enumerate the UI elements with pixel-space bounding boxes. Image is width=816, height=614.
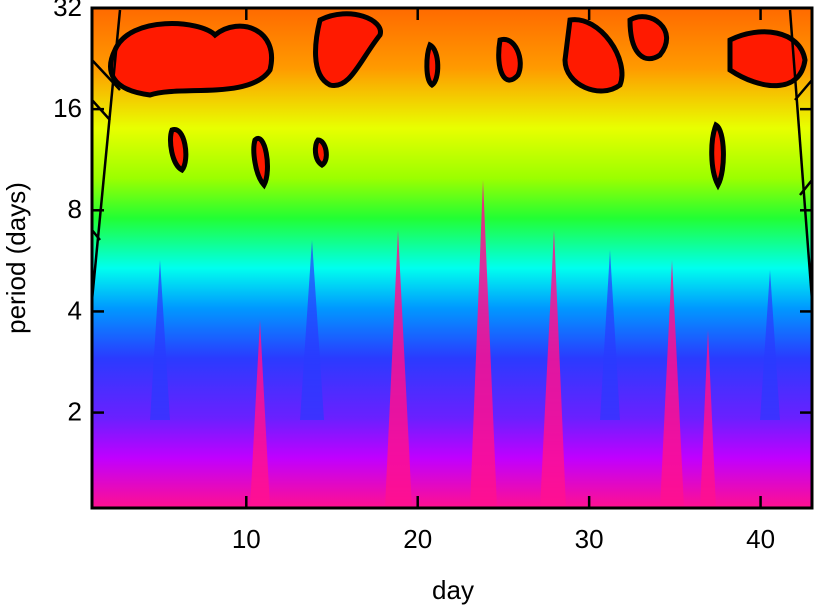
x-axis-label: day <box>432 575 474 605</box>
y-tick-label: 32 <box>53 0 82 22</box>
x-tick-label: 10 <box>232 524 261 554</box>
y-tick-label: 8 <box>68 194 82 224</box>
plot-frame <box>90 6 814 510</box>
x-tick-label: 40 <box>746 524 775 554</box>
y-tick-label: 16 <box>53 93 82 123</box>
power-field <box>92 8 812 508</box>
y-tick-label: 4 <box>68 295 82 325</box>
y-axis-label: period (days) <box>1 182 31 334</box>
x-tick-label: 30 <box>575 524 604 554</box>
x-tick-label: 20 <box>403 524 432 554</box>
y-tick-label: 2 <box>68 396 82 426</box>
